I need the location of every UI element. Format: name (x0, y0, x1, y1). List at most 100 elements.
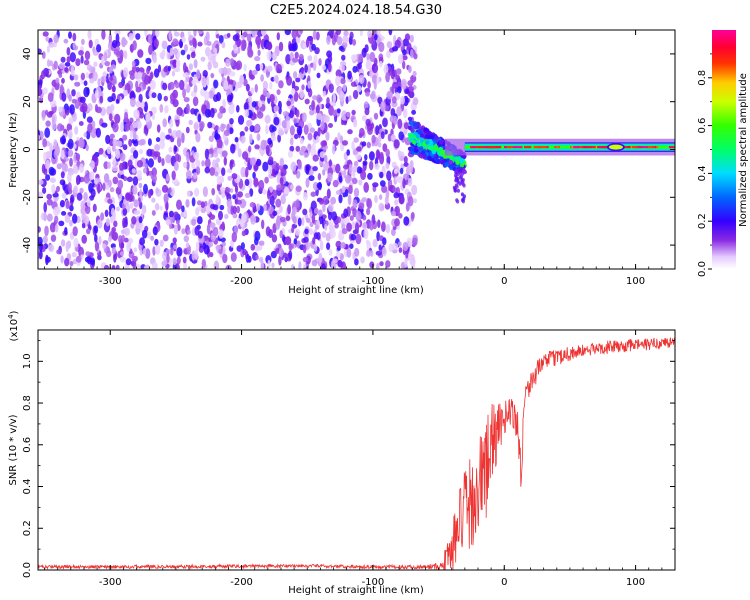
heatmap-cell (287, 150, 294, 158)
heatmap-cell (293, 118, 297, 124)
heatmap-cell (342, 35, 349, 44)
heatmap-cell (203, 244, 210, 255)
heatmap-cell (168, 81, 175, 90)
heatmap-cell (43, 151, 47, 162)
heatmap-cell (165, 219, 171, 226)
heatmap-cell (328, 211, 332, 221)
heatmap-cell (62, 180, 66, 191)
heatmap-cell (44, 225, 49, 237)
heatmap-cell (124, 89, 128, 96)
heatmap-cell (244, 126, 249, 132)
heatmap-cell (257, 49, 261, 56)
heatmap-cell (352, 89, 359, 100)
spectrogram-ylabel: Frequency (Hz) (8, 112, 19, 188)
heatmap-cell (289, 137, 294, 146)
heatmap-cell (371, 134, 376, 144)
heatmap-cell (362, 222, 368, 230)
heatmap-cell (111, 246, 117, 255)
heatmap-cell (308, 175, 315, 182)
heatmap-cell (253, 164, 259, 171)
heatmap-cell (114, 113, 121, 124)
heatmap-cell (63, 38, 69, 44)
heatmap-cell (391, 134, 396, 141)
heatmap-cell (165, 154, 172, 164)
heatmap-cell (222, 253, 228, 264)
heatmap-cell (124, 111, 129, 123)
heatmap-cell (164, 105, 169, 114)
heatmap-cell (98, 235, 102, 245)
heatmap-cell (289, 125, 295, 136)
heatmap-cell (152, 226, 158, 236)
heatmap-cell (410, 211, 415, 220)
heatmap-cell (68, 94, 72, 102)
heatmap-cell (374, 163, 380, 170)
heatmap-cell (220, 186, 226, 193)
heatmap-cell (121, 39, 128, 46)
heatmap-cell (111, 265, 116, 269)
heatmap-cell (42, 138, 47, 148)
heatmap-cell (278, 247, 284, 258)
heatmap-cell (61, 211, 67, 216)
heatmap-cell (191, 162, 195, 169)
heatmap-band-core (483, 146, 490, 149)
heatmap-band-core (597, 146, 606, 149)
heatmap-cell (153, 151, 161, 158)
heatmap-cell (103, 51, 108, 62)
colorbar-tick-label: 0.6 (697, 118, 708, 134)
heatmap-cell (349, 243, 354, 249)
colorbar-tick-label: 0.0 (697, 261, 708, 277)
heatmap-cell (246, 33, 252, 43)
heatmap-cell (136, 160, 143, 168)
heatmap-cell (46, 111, 53, 118)
heatmap-cell (38, 79, 43, 86)
heatmap-cell (325, 131, 330, 141)
heatmap-cell (65, 241, 69, 253)
heatmap-cells (38, 30, 675, 269)
heatmap-cell (355, 233, 362, 245)
heatmap-cell (452, 185, 456, 190)
heatmap-cell (142, 248, 146, 256)
heatmap-cell (365, 239, 370, 245)
heatmap-cell (89, 78, 95, 84)
heatmap-cell (168, 128, 172, 134)
heatmap-cell (69, 261, 74, 267)
heatmap-cell (205, 31, 210, 42)
heatmap-cell (240, 242, 245, 250)
heatmap-cell (72, 213, 78, 224)
heatmap-cell (181, 132, 185, 144)
heatmap-cell (278, 255, 282, 266)
heatmap-cell (225, 58, 231, 67)
heatmap-cell (351, 177, 358, 185)
heatmap-cell (316, 135, 320, 143)
heatmap-cell (127, 159, 133, 168)
heatmap-cell (232, 34, 239, 42)
colorbar-ticks: 0.0 0.2 0.4 0.6 0.8 (697, 53, 712, 277)
heatmap-cell (344, 188, 349, 197)
heatmap-cell (216, 147, 223, 155)
heatmap-cell (182, 71, 189, 78)
heatmap-cell (221, 241, 226, 247)
heatmap-cell (41, 70, 46, 80)
heatmap-cell (400, 96, 405, 105)
y-tick-label: 0.0 (22, 562, 33, 578)
heatmap-cell (414, 148, 419, 153)
heatmap-cell (293, 238, 298, 245)
heatmap-cell (292, 57, 299, 63)
heatmap-cell (354, 258, 359, 266)
heatmap-cell (171, 70, 175, 77)
heatmap-cell (245, 253, 250, 263)
heatmap-cell (194, 249, 199, 260)
heatmap-cell (223, 66, 228, 76)
heatmap-cell (320, 263, 327, 269)
heatmap-cell (176, 60, 180, 68)
heatmap-cell (367, 172, 373, 180)
heatmap-cell (264, 114, 271, 124)
heatmap-cell (45, 109, 49, 116)
heatmap-cell (398, 195, 405, 205)
heatmap-cell (250, 214, 257, 225)
heatmap-cell (147, 189, 152, 199)
heatmap-cell (129, 130, 134, 139)
heatmap-cell (111, 40, 118, 48)
heatmap-cell (302, 112, 307, 123)
heatmap-cell (225, 187, 231, 193)
